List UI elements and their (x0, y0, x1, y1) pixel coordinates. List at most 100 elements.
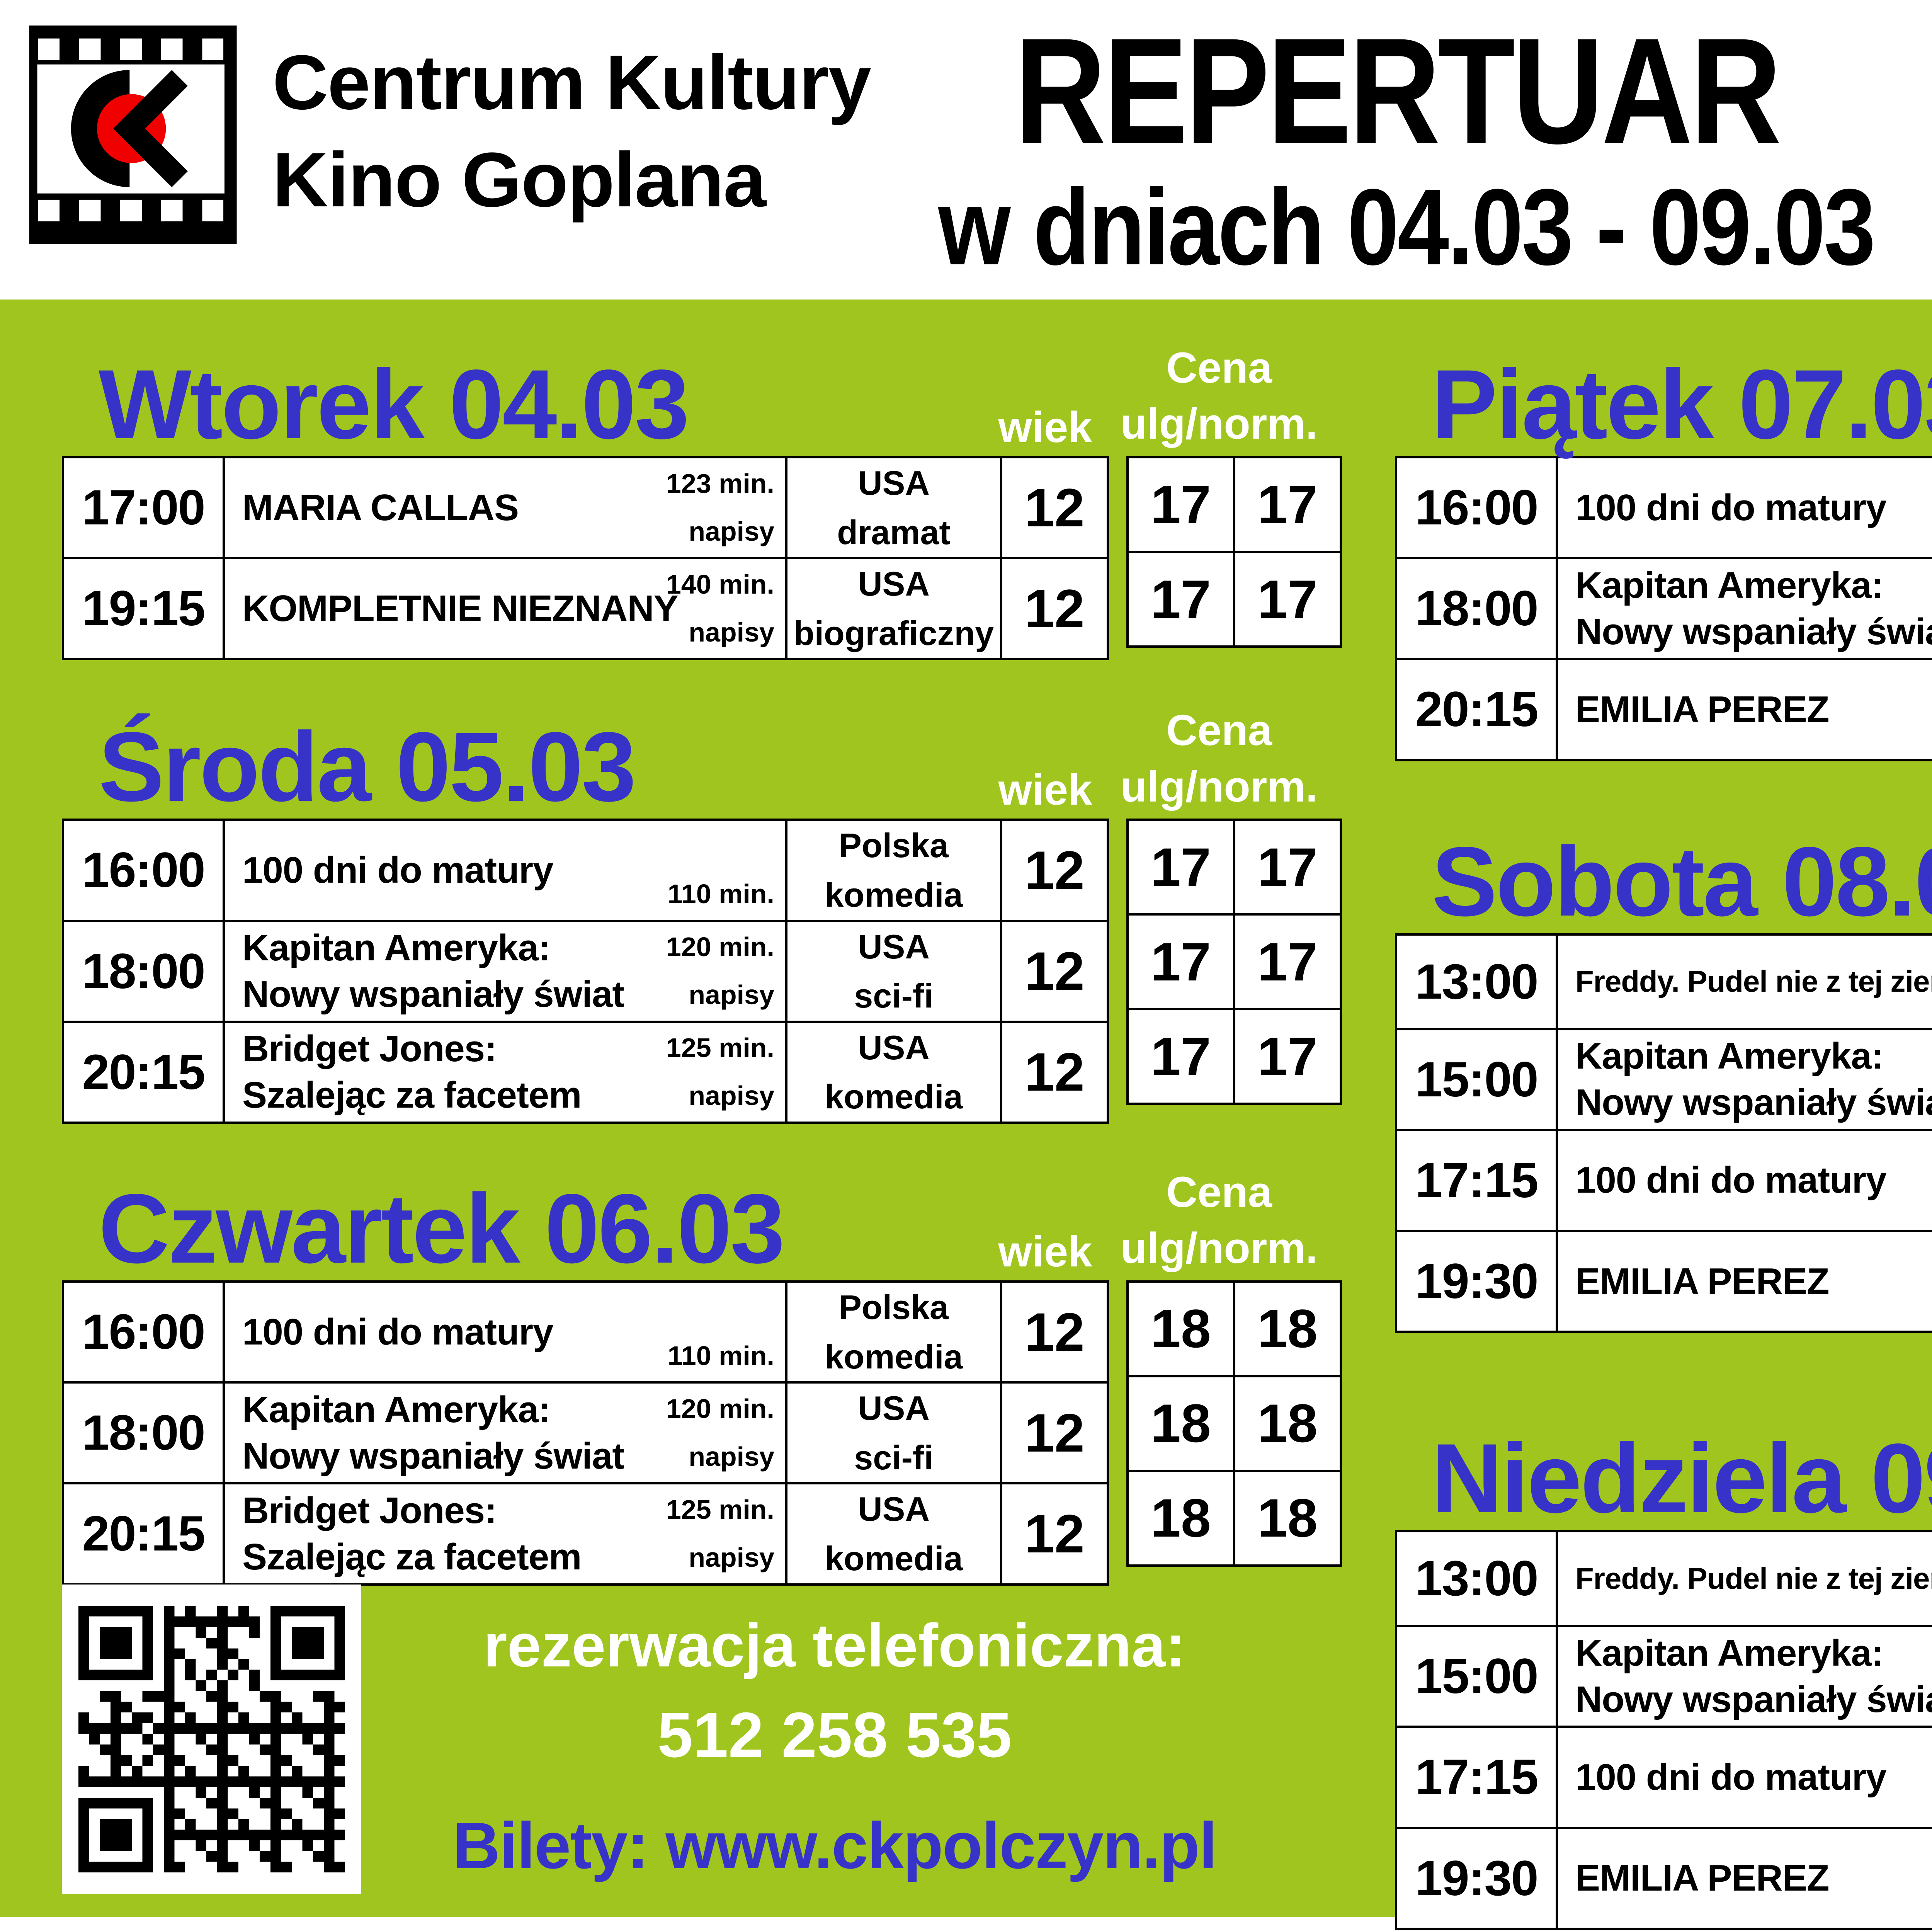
movie-title: EMILIA PEREZ (1575, 1855, 1932, 1901)
show-time: 16:00 (62, 1280, 225, 1384)
movie-title-line: Kapitan Ameryka: (242, 927, 551, 969)
duration-and-version: 110 min. (668, 832, 774, 908)
duration-line (668, 832, 774, 860)
price-row: 17 17 (1126, 1008, 1342, 1105)
movie-cell: Bridget Jones: Szalejąc za facetem 125 min… (223, 1020, 787, 1124)
price-reduced: 17 (1126, 551, 1235, 648)
price-row: 17 17 (1126, 551, 1342, 648)
version-line: napisy (689, 516, 774, 546)
movie-cell: EMILIA PEREZ130 min.napisy (1556, 1229, 1932, 1333)
movie-title-line: Kapitan Ameryka: (242, 1389, 551, 1430)
price-label-line2: ulg/norm. (1120, 1224, 1318, 1273)
movie-cell-content: MARIA CALLAS 123 min. napisy (225, 470, 785, 546)
movie-title-line: Freddy. Pudel nie z tej ziemi (1575, 964, 1932, 999)
movie-title-line: 100 dni do matury (1575, 1159, 1887, 1201)
show-time: 16:00 (62, 819, 225, 922)
movie-cell: Freddy. Pudel nie z tej ziemi100 min.dub… (1556, 933, 1932, 1030)
movie-title: 100 dni do matury (1575, 1754, 1932, 1801)
movie-cell: Kapitan Ameryka:Nowy wspaniały świat120 … (1556, 1028, 1932, 1131)
movie-title: Freddy. Pudel nie z tej ziemi (1575, 963, 1932, 1001)
price-reduced: 18 (1126, 1469, 1235, 1567)
duration-and-version: 140 min. napisy (666, 571, 774, 647)
phone-number: 512 258 535 (657, 1699, 1012, 1770)
genre-line: USA (858, 1490, 930, 1528)
price-label-line2: ulg/norm. (1120, 762, 1318, 811)
show-row: 18:00 Kapitan Ameryka: Nowy wspaniały świa… (62, 919, 1109, 1023)
duration-and-version: 123 min. napisy (666, 470, 774, 546)
genre-line: USA (858, 1028, 930, 1067)
day-header: Niedziela 09.03 wiek Cena ulg/norm. (1395, 1418, 1932, 1530)
movie-cell: EMILIA PEREZ130 min.napisy (1556, 658, 1932, 761)
country-genre: USA sci-fi (785, 1381, 1002, 1485)
movie-title: EMILIA PEREZ (1575, 1258, 1932, 1305)
movie-title-line: Kapitan Ameryka: (1575, 564, 1884, 606)
price-row: 17 17 (1126, 456, 1342, 553)
show-time: 19:30 (1395, 1826, 1558, 1930)
price-row: 18 18 (1126, 1469, 1342, 1567)
day-section: Środa 05.03 wiek Cena ulg/norm. 16:00 100… (62, 706, 1342, 1124)
country-genre: USA komedia (785, 1020, 1002, 1124)
org-name-line1: Centrum Kultury (272, 39, 871, 126)
duration-line: 123 min. (666, 468, 774, 499)
movie-title: Kapitan Ameryka: Nowy wspaniały świat (242, 1387, 662, 1479)
age-column-label: wiek (998, 766, 1092, 814)
age-rating: 12 (1000, 819, 1109, 922)
movie-title-line: Nowy wspaniały świat (242, 1435, 624, 1477)
duration-line (668, 1294, 774, 1322)
genre-line: Polska (839, 1288, 949, 1326)
show-time: 15:00 (1395, 1028, 1558, 1131)
day-header: Środa 05.03 wiek Cena ulg/norm. (62, 706, 1323, 819)
day-section: Piątek 07.03 wiek Cena ulg/norm. 16:0010… (1395, 344, 1932, 761)
movie-cell-content: 100 dni do matury 110 min. (225, 1294, 785, 1370)
movie-title-line: Freddy. Pudel nie z tej ziemi (1575, 1561, 1932, 1595)
price-normal: 18 (1233, 1375, 1342, 1472)
day-body: 17:00 MARIA CALLAS 123 min. napisy USA dramat… (62, 456, 1342, 660)
movie-cell-content: Bridget Jones: Szalejąc za facetem 125 min… (225, 1026, 785, 1118)
day-header: Czwartek 06.03 wiek Cena ulg/norm. (62, 1168, 1323, 1280)
duration-and-version: 125 min. napisy (666, 1496, 774, 1572)
age-rating: 12 (1000, 919, 1109, 1023)
show-time: 17:00 (62, 456, 225, 560)
movie-title: Bridget Jones: Szalejąc za facetem (242, 1487, 662, 1580)
movie-title-line: EMILIA PEREZ (1575, 1260, 1829, 1302)
movie-cell-content: Kapitan Ameryka: Nowy wspaniały świat 120 … (225, 1387, 785, 1479)
org-name-line2: Kino Goplana (272, 137, 766, 223)
day-title: Piątek 07.03 (1432, 349, 1932, 460)
version-line: 110 min. (667, 1340, 774, 1371)
genre-line: dramat (837, 513, 951, 551)
genre-line: sci-fi (854, 1438, 934, 1477)
country-genre: USA sci-fi (785, 919, 1002, 1023)
schedule-column-right: Piątek 07.03 wiek Cena ulg/norm. 16:0010… (1395, 344, 1932, 1930)
price-reduced: 18 (1126, 1375, 1235, 1472)
movie-title-line: Bridget Jones: (242, 1489, 497, 1531)
duration-line: 125 min. (666, 1033, 774, 1063)
age-column-label: wiek (998, 403, 1092, 451)
version-line: napisy (689, 617, 774, 647)
price-label-line2: ulg/norm. (1120, 400, 1318, 448)
show-time: 17:15 (1395, 1726, 1558, 1829)
movie-cell: MARIA CALLAS 123 min. napisy (223, 456, 787, 560)
version-line: napisy (689, 980, 774, 1010)
age-column-label: wiek (998, 1227, 1092, 1276)
show-time: 13:00 (1395, 1530, 1558, 1627)
movie-title: Kapitan Ameryka: Nowy wspaniały świat (242, 925, 662, 1018)
movie-title-line: 100 dni do matury (242, 1311, 554, 1353)
price-normal: 18 (1233, 1469, 1342, 1567)
price-normal: 17 (1233, 456, 1342, 553)
